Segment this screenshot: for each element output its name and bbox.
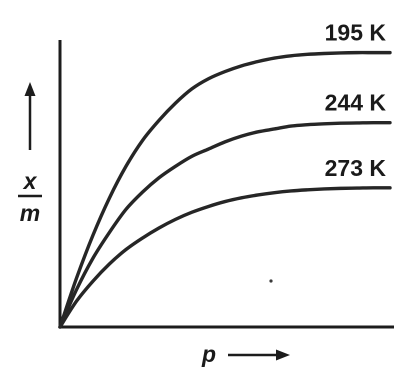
y-axis-label: x m <box>18 82 42 226</box>
curve-273-k <box>58 186 392 329</box>
y-axis-label-denominator: m <box>20 200 40 226</box>
y-axis-label-numerator: x <box>22 168 38 194</box>
y-axis-arrowhead <box>24 82 36 96</box>
curve-labels-group: 195 K 244 K 273 K <box>325 20 387 181</box>
x-axis-arrowhead <box>276 349 290 361</box>
curve-195-k <box>58 50 392 329</box>
x-axis-label: p <box>201 341 290 367</box>
curve-label-195-k: 195 K <box>325 20 387 46</box>
stray-dot <box>269 279 273 283</box>
x-axis-label-text: p <box>201 341 216 367</box>
curve-label-244-k: 244 K <box>325 90 387 116</box>
curve-label-273-k: 273 K <box>325 155 387 181</box>
curves-group <box>58 50 392 329</box>
curve-244-k <box>58 120 392 329</box>
